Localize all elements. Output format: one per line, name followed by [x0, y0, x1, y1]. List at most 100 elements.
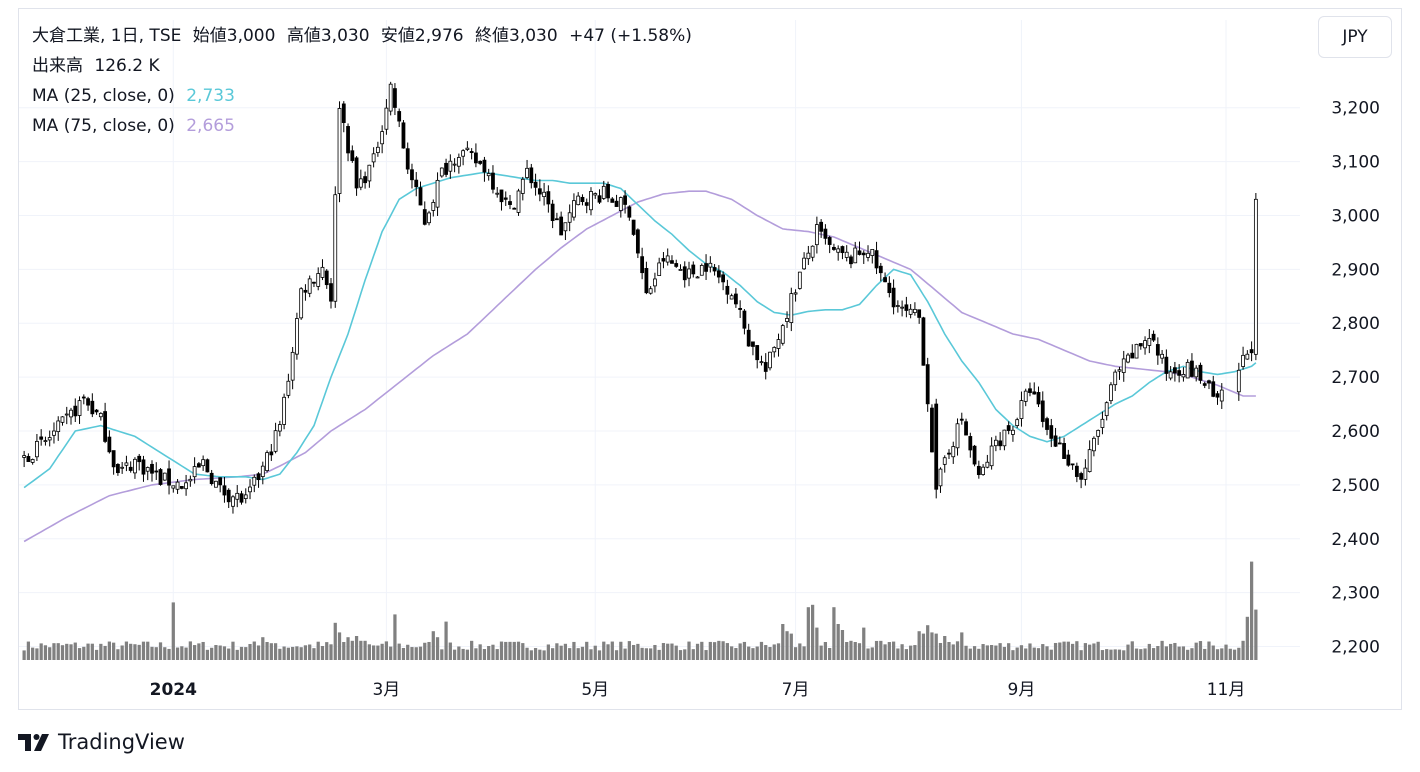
candle-body	[887, 282, 892, 294]
candle-body	[584, 202, 589, 206]
volume-bar	[184, 647, 188, 660]
time-axis[interactable]: 2024 3月 5月 7月 9月 11月	[150, 680, 1246, 700]
price-tick-label: 3,200	[1331, 99, 1380, 119]
ma75-legend[interactable]: MA (75, close, 0) 2,665	[32, 116, 241, 136]
volume-bar	[1024, 648, 1028, 660]
volume-bar	[849, 640, 853, 660]
volume-bar	[346, 637, 350, 660]
candle-body	[1130, 352, 1135, 359]
candle-body	[601, 185, 606, 199]
candle-body	[324, 270, 329, 286]
candle-body	[716, 270, 721, 278]
candle-body	[69, 409, 73, 418]
candle-body	[810, 245, 815, 258]
candle-body	[444, 162, 448, 175]
volume-value: 126.2 K	[94, 56, 160, 76]
tradingview-logo[interactable]: TradingView	[18, 730, 185, 754]
volume-bar	[452, 649, 457, 660]
currency-button[interactable]: JPY	[1318, 16, 1392, 58]
volume-bar	[1173, 642, 1177, 660]
volume-bar	[793, 647, 798, 660]
candle-body	[1113, 371, 1118, 386]
volume-bar	[414, 647, 418, 660]
volume-bar	[384, 641, 389, 660]
volume-bar	[1011, 650, 1015, 660]
volume-bar	[640, 647, 644, 660]
candle-body	[563, 222, 568, 232]
volume-bar	[972, 646, 977, 660]
close-value: 3,030	[509, 26, 558, 46]
candle-body	[192, 466, 197, 478]
candle-body	[1070, 463, 1075, 466]
volume-bar	[512, 641, 516, 660]
volume-bar	[487, 646, 491, 660]
volume-bar	[35, 648, 39, 660]
candle-body	[572, 200, 576, 218]
candle-body	[866, 252, 870, 258]
volume-bar	[478, 644, 482, 660]
candle-body	[631, 219, 636, 235]
volume-bar	[874, 640, 879, 660]
candle-body	[111, 450, 116, 468]
candle-body	[878, 265, 883, 274]
candle-body	[738, 308, 743, 310]
volume-bar	[440, 649, 444, 660]
price-axis[interactable]: 2,200 2,300 2,400 2,500 2,600 2,700 2,800 2,900…	[1331, 99, 1380, 658]
volume-bar	[1151, 648, 1156, 660]
volume-bar	[559, 645, 563, 660]
volume-bar	[367, 644, 371, 660]
price-tick-label: 2,200	[1331, 638, 1380, 658]
volume-bar	[214, 645, 218, 660]
candle-body	[1245, 353, 1250, 360]
candle-body	[1143, 340, 1147, 349]
volume-bar	[1147, 643, 1151, 660]
high-label: 高値	[286, 26, 321, 46]
volume-bar	[141, 641, 146, 660]
volume-bar	[785, 631, 789, 660]
candle-body	[520, 178, 525, 194]
volume-bar	[205, 649, 210, 660]
volume-bar	[810, 604, 815, 660]
candle-body	[1087, 449, 1092, 472]
candle-body	[947, 452, 951, 455]
candle-body	[320, 266, 325, 278]
candle-body	[1049, 425, 1054, 439]
price-tick-label: 2,800	[1331, 314, 1380, 334]
volume-bar	[239, 646, 244, 660]
volume-bar	[887, 642, 891, 660]
volume-bar	[580, 646, 585, 660]
candle-body	[222, 485, 227, 496]
volume-bar	[1241, 640, 1245, 660]
candle-body	[1079, 473, 1084, 480]
ma25-legend[interactable]: MA (25, close, 0) 2,733	[32, 86, 241, 106]
price-tick-label: 2,400	[1331, 530, 1380, 550]
candle-body	[94, 409, 99, 413]
candle-body	[1160, 353, 1164, 359]
volume-bar	[977, 648, 981, 660]
volume-bar	[363, 640, 367, 660]
volume-bar	[1075, 641, 1079, 660]
candle-body	[993, 439, 998, 447]
volume-bar	[312, 648, 316, 660]
candle-body	[35, 440, 39, 458]
candle-body	[456, 157, 461, 167]
candle-body	[746, 329, 751, 347]
candle-body	[393, 88, 397, 108]
volume-bar	[938, 642, 943, 660]
volume-bar	[146, 641, 150, 660]
candle-body	[56, 420, 61, 433]
candle-body	[635, 229, 640, 254]
volume-bar	[320, 646, 325, 660]
candle-body	[832, 246, 836, 250]
candle-body	[627, 206, 632, 218]
candle-body	[768, 351, 772, 369]
volume-bar	[282, 646, 286, 660]
candle-body	[917, 309, 922, 318]
volume-bar	[917, 631, 921, 660]
candle-body	[874, 250, 879, 269]
volume-bar	[1160, 640, 1164, 660]
volume-bar	[69, 644, 73, 660]
volume-bar	[717, 640, 721, 660]
ma25-line	[23, 171, 1257, 489]
